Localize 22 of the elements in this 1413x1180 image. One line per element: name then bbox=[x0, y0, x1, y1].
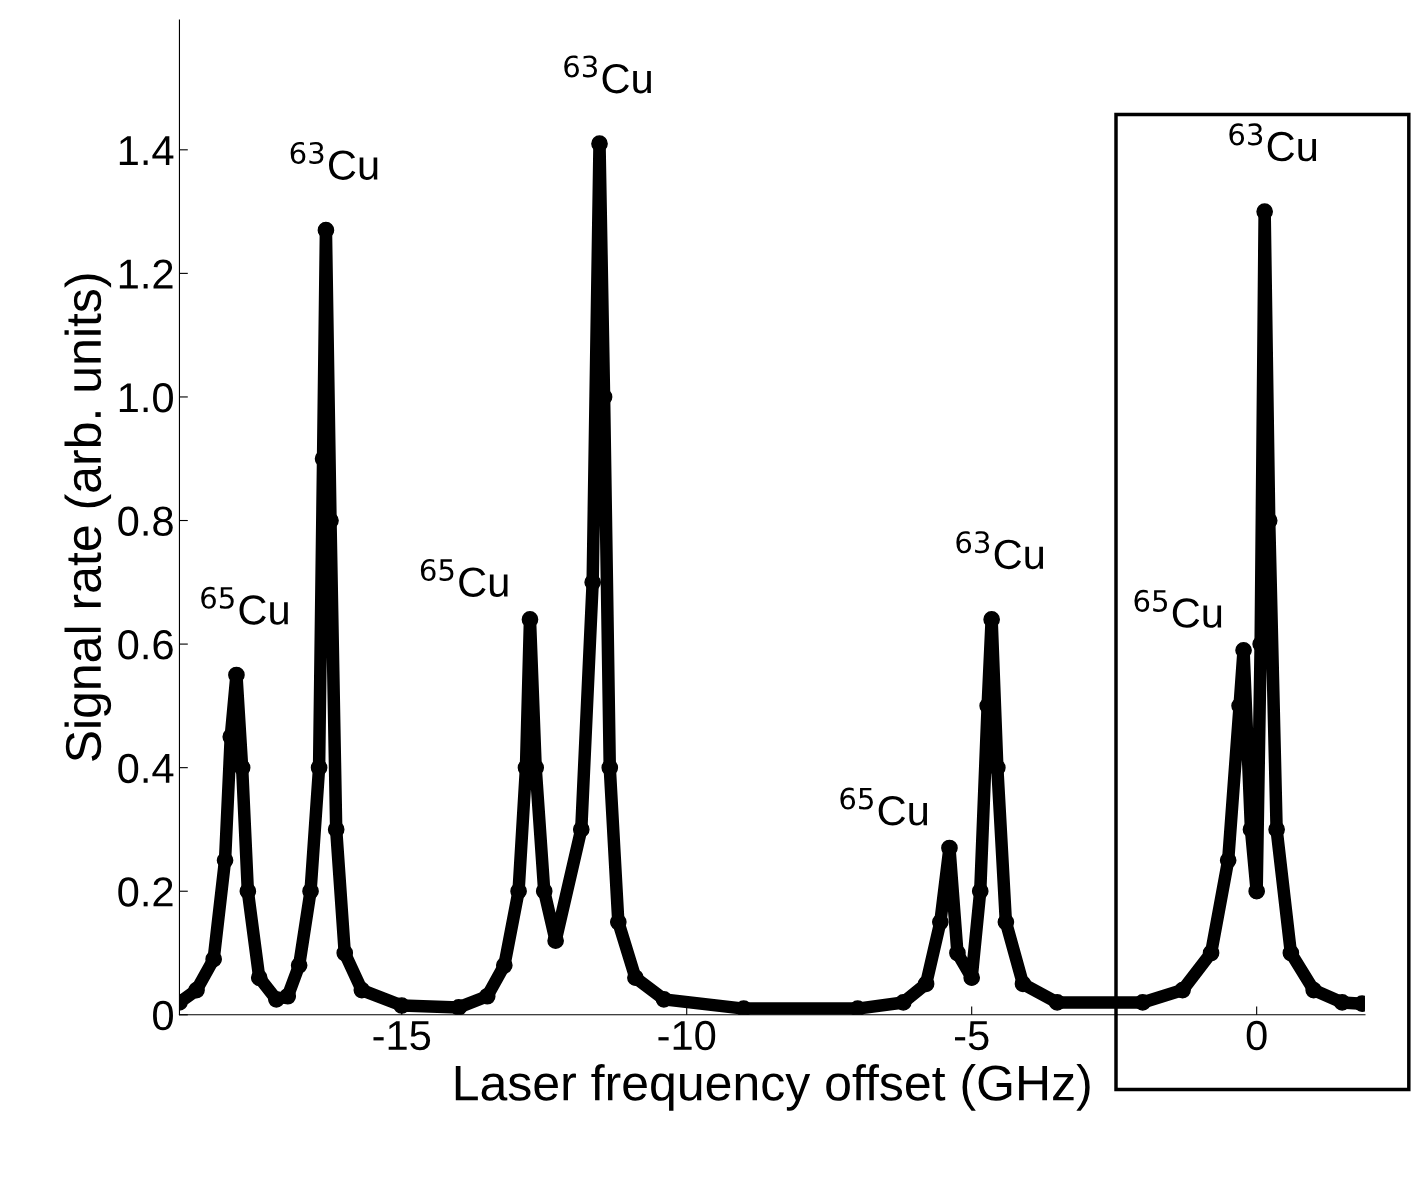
x-tick-label: -15 bbox=[373, 1021, 431, 1051]
y-tick-label: 1.2 bbox=[119, 259, 173, 289]
x-tick-label: -10 bbox=[658, 1020, 716, 1051]
annotation: $^{65}$Cu bbox=[201, 586, 288, 625]
annotation: $^{63}$Cu bbox=[564, 55, 651, 94]
annotation: $^{63}$Cu bbox=[290, 141, 378, 180]
annotation: $^{65}$Cu bbox=[1134, 589, 1222, 628]
y-tick-label: 1.0 bbox=[119, 382, 173, 413]
annotation: $^{63}$Cu bbox=[956, 531, 1044, 570]
y-tick-label: 1.4 bbox=[119, 136, 174, 165]
y-tick-label: 0.8 bbox=[118, 506, 173, 537]
y-axis-title: Signal rate (arb. units) bbox=[64, 274, 112, 762]
y-tick-label: 0 bbox=[153, 1000, 173, 1031]
y-tick-label: 0.4 bbox=[118, 753, 174, 784]
annotation: $^{65}$Cu bbox=[420, 558, 508, 597]
x-tick-label: 0 bbox=[1246, 1020, 1267, 1051]
annotation: $^{65}$Cu bbox=[840, 787, 928, 826]
x-tick-label: -5 bbox=[955, 1021, 989, 1051]
annotation: $^{63}$Cu bbox=[1229, 123, 1317, 162]
x-axis-title: Laser frequency offset (GHz) bbox=[455, 1064, 1090, 1111]
y-tick-label: 0.2 bbox=[118, 877, 173, 907]
y-tick-label: 0.6 bbox=[118, 630, 173, 660]
